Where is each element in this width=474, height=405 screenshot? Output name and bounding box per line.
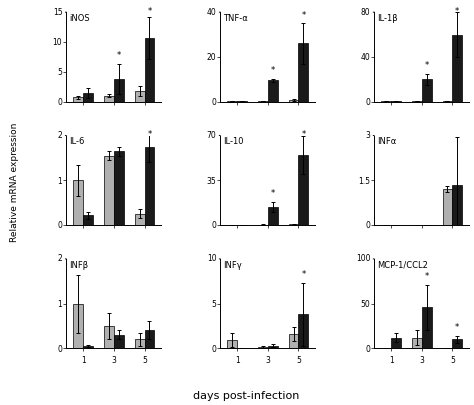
Bar [452, 339, 462, 348]
Text: Relative mRNA expression: Relative mRNA expression [10, 123, 18, 242]
Text: *: * [147, 7, 152, 16]
Text: INFβ: INFβ [69, 261, 88, 270]
Bar [258, 347, 268, 348]
Text: IL-1β: IL-1β [377, 14, 398, 23]
Text: *: * [455, 323, 459, 332]
Bar [114, 79, 124, 102]
Bar [145, 147, 155, 225]
Bar [83, 93, 93, 102]
Text: TNF-α: TNF-α [223, 14, 248, 23]
Text: 15: 15 [53, 8, 63, 17]
Bar [258, 101, 268, 102]
Bar [422, 79, 431, 102]
Text: 10: 10 [207, 254, 217, 263]
Text: 40: 40 [207, 8, 217, 17]
Text: INFγ: INFγ [223, 261, 242, 270]
Bar [104, 96, 114, 102]
Bar [135, 339, 145, 348]
Bar [237, 101, 247, 102]
Bar [299, 314, 308, 348]
Text: *: * [301, 11, 305, 20]
Bar [289, 334, 299, 348]
Bar [443, 189, 452, 225]
Bar [289, 224, 299, 225]
Bar [299, 155, 308, 225]
Bar [452, 185, 462, 225]
Text: *: * [301, 130, 305, 139]
Text: INFα: INFα [377, 137, 396, 146]
Bar [114, 335, 124, 348]
Text: 80: 80 [361, 8, 371, 17]
Text: 70: 70 [207, 131, 217, 140]
Text: *: * [425, 272, 429, 281]
Bar [228, 101, 237, 102]
Bar [145, 38, 155, 102]
Bar [228, 340, 237, 348]
Bar [452, 34, 462, 102]
Bar [83, 215, 93, 225]
Bar [299, 43, 308, 102]
Bar [391, 338, 401, 348]
Bar [114, 151, 124, 225]
Text: *: * [301, 271, 305, 279]
Text: iNOS: iNOS [69, 14, 90, 23]
Bar [268, 345, 278, 348]
Text: 2: 2 [58, 131, 63, 140]
Text: 3: 3 [365, 131, 371, 140]
Bar [73, 304, 83, 348]
Bar [73, 97, 83, 102]
Text: MCP-1/CCL2: MCP-1/CCL2 [377, 261, 428, 270]
Text: 2: 2 [58, 254, 63, 263]
Text: *: * [117, 51, 121, 60]
Bar [268, 207, 278, 225]
Bar [145, 330, 155, 348]
Text: *: * [271, 190, 275, 198]
Text: *: * [425, 61, 429, 70]
Text: *: * [271, 66, 275, 75]
Bar [104, 156, 114, 225]
Text: days post-infection: days post-infection [193, 391, 300, 401]
Text: IL-6: IL-6 [69, 137, 84, 146]
Bar [289, 100, 299, 102]
Bar [422, 307, 431, 348]
Text: 100: 100 [356, 254, 371, 263]
Bar [135, 214, 145, 225]
Text: *: * [147, 130, 152, 139]
Bar [83, 346, 93, 348]
Bar [412, 338, 422, 348]
Bar [135, 91, 145, 102]
Bar [104, 326, 114, 348]
Text: IL-10: IL-10 [223, 137, 244, 146]
Text: *: * [455, 7, 459, 16]
Bar [268, 80, 278, 102]
Bar [73, 180, 83, 225]
Bar [443, 101, 452, 102]
